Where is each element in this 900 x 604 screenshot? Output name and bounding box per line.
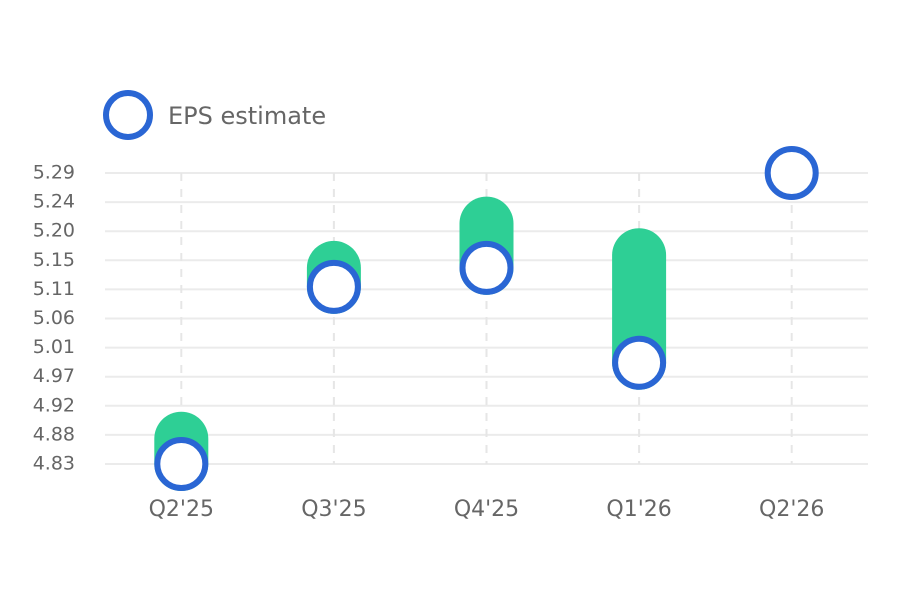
estimate-marker bbox=[459, 240, 514, 295]
y-tick-label: 5.29 bbox=[33, 162, 75, 184]
x-tick-label: Q1'26 bbox=[606, 497, 671, 522]
y-tick-label: 4.83 bbox=[33, 453, 75, 475]
legend-label: EPS estimate bbox=[168, 102, 326, 130]
estimate-marker bbox=[612, 335, 667, 390]
y-tick-label: 4.88 bbox=[33, 423, 75, 445]
y-tick-label: 5.15 bbox=[33, 249, 75, 271]
y-tick-label: 5.01 bbox=[33, 336, 75, 358]
estimate-marker bbox=[306, 259, 361, 314]
x-tick-label: Q2'25 bbox=[149, 497, 214, 522]
y-tick-label: 4.97 bbox=[33, 365, 75, 387]
x-tick-label: Q4'25 bbox=[454, 497, 519, 522]
x-tick-label: Q2'26 bbox=[759, 497, 824, 522]
x-tick-label: Q3'25 bbox=[301, 497, 366, 522]
y-tick-label: 5.20 bbox=[33, 220, 75, 242]
estimate-marker bbox=[154, 437, 209, 491]
legend-marker bbox=[103, 90, 153, 140]
y-tick-label: 5.06 bbox=[33, 307, 75, 329]
y-tick-label: 5.24 bbox=[33, 191, 75, 213]
y-tick-label: 4.92 bbox=[33, 394, 75, 416]
estimate-marker bbox=[764, 146, 819, 200]
y-tick-label: 5.11 bbox=[33, 278, 75, 300]
